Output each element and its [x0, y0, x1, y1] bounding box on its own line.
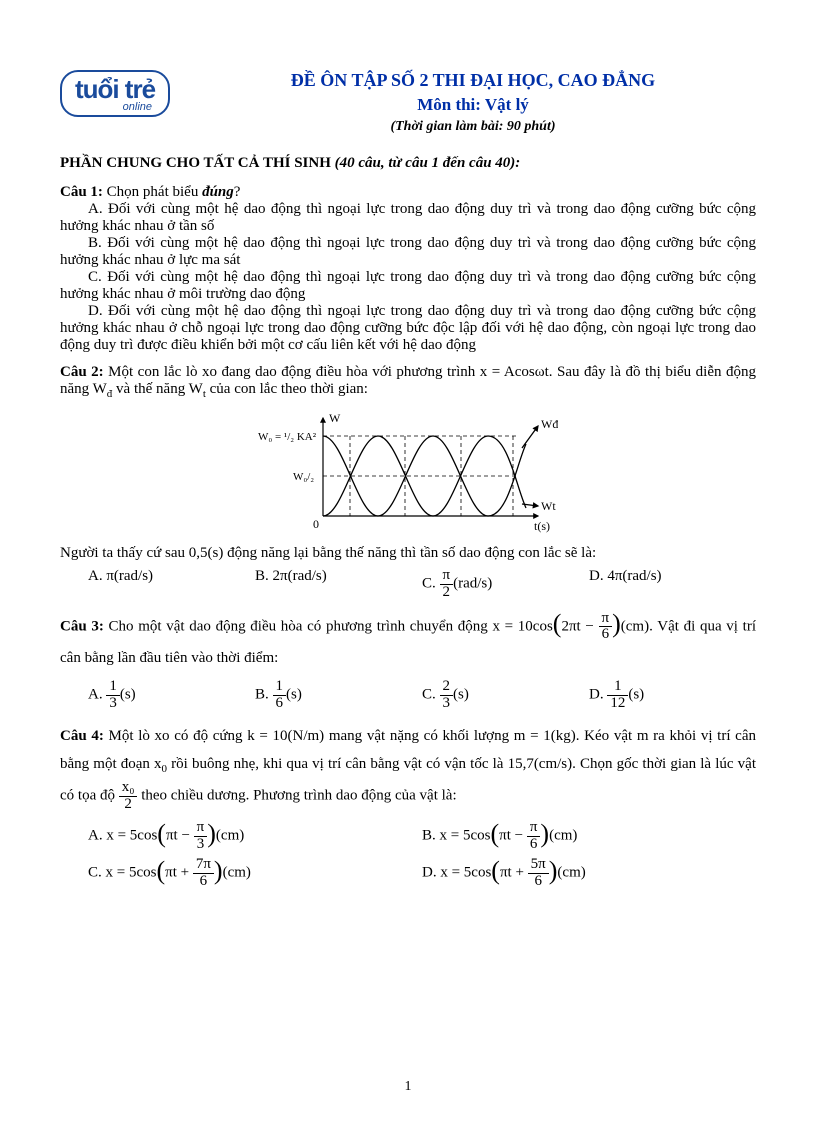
q2-c-frac: π2 — [440, 568, 454, 601]
q2-stem: Câu 2: Một con lắc lò xo đang dao động đ… — [60, 364, 756, 400]
chart-svg: W Wđ Wt t(s) 0 W₀ = ¹/₂ KA² W₀/₂ — [258, 406, 558, 536]
logo-main: tuổi trẻ — [72, 76, 158, 102]
duration: (Thời gian làm bài: 90 phút) — [190, 119, 756, 135]
subject: Môn thi: Vật lý — [190, 95, 756, 115]
q3-num: Câu 3: — [60, 618, 104, 634]
q3-opt-a: A. 13(s) — [88, 679, 255, 712]
main-title: ĐỀ ÔN TẬP SỐ 2 THI ĐẠI HỌC, CAO ĐẲNG — [190, 70, 756, 91]
q1-stem-text: Chọn phát biểu — [103, 184, 202, 200]
q4-opt-c: C. x = 5cos(πt + 7π6)(cm) — [88, 857, 422, 890]
q2-options: A. π(rad/s) B. 2π(rad/s) C. π2(rad/s) D.… — [88, 568, 756, 601]
page-number: 1 — [0, 1079, 816, 1095]
q4-num: Câu 4: — [60, 728, 104, 744]
question-1: Câu 1: Chọn phát biểu đúng? A. Đối với c… — [60, 184, 756, 354]
svg-text:W: W — [329, 411, 341, 425]
energy-chart: W Wđ Wt t(s) 0 W₀ = ¹/₂ KA² W₀/₂ — [60, 406, 756, 541]
section-heading: PHẦN CHUNG CHO TẤT CẢ THÍ SINH (40 câu, … — [60, 155, 756, 172]
q1-emph: đúng — [202, 184, 234, 200]
q1-opt-b: B. Đối với cùng một hệ dao động thì ngoạ… — [60, 235, 756, 269]
question-3: Câu 3: Cho một vật dao động điều hòa có … — [60, 611, 756, 712]
svg-text:W₀ = ¹/₂ KA²: W₀ = ¹/₂ KA² — [258, 431, 317, 443]
q2-opt-c: C. π2(rad/s) — [422, 568, 589, 601]
q4-stem-c: theo chiều dương. Phương trình dao động … — [137, 788, 456, 804]
q2-c-pre: C. — [422, 576, 440, 592]
svg-text:0: 0 — [313, 517, 319, 531]
q1-num: Câu 1: — [60, 184, 103, 200]
svg-text:W₀/₂: W₀/₂ — [293, 471, 314, 483]
q2-after: Người ta thấy cứ sau 0,5(s) động năng lạ… — [60, 545, 756, 562]
q4-stem: Câu 4: Một lò xo có độ cứng k = 10(N/m) … — [60, 722, 756, 813]
q3-opt-b: B. 16(s) — [255, 679, 422, 712]
question-2: Câu 2: Một con lắc lò xo đang dao động đ… — [60, 364, 756, 601]
logo: tuổi trẻ online — [60, 70, 170, 117]
q3-opt-c: C. 23(s) — [422, 679, 589, 712]
q1-opt-d: D. Đối với cùng một hệ dao động thì ngoạ… — [60, 303, 756, 354]
lparen-icon: ( — [553, 614, 562, 635]
q3-options: A. 13(s) B. 16(s) C. 23(s) D. 112(s) — [88, 679, 756, 712]
question-4: Câu 4: Một lò xo có độ cứng k = 10(N/m) … — [60, 722, 756, 890]
q1-stem: Câu 1: Chọn phát biểu đúng? — [60, 184, 756, 201]
section-label: PHẦN CHUNG CHO TẤT CẢ THÍ SINH — [60, 155, 331, 171]
q2-stem-c: của con lắc theo thời gian: — [206, 381, 368, 397]
q2-num: Câu 2: — [60, 364, 104, 380]
title-block: ĐỀ ÔN TẬP SỐ 2 THI ĐẠI HỌC, CAO ĐẲNG Môn… — [190, 70, 756, 135]
q4-frac: x₀2 — [119, 780, 138, 813]
q3-opt-d: D. 112(s) — [589, 679, 756, 712]
svg-text:t(s): t(s) — [534, 519, 550, 533]
q3-inner-a: 2πt − — [561, 618, 598, 634]
q3-stem: Câu 3: Cho một vật dao động điều hòa có … — [60, 611, 756, 674]
q2-opt-a: A. π(rad/s) — [88, 568, 255, 601]
q2-opt-b: B. 2π(rad/s) — [255, 568, 422, 601]
svg-text:Wt: Wt — [541, 499, 556, 513]
q4-opt-b: B. x = 5cos(πt − π6)(cm) — [422, 820, 756, 853]
q3-inner-frac: π6 — [599, 611, 613, 644]
q2-opt-d: D. 4π(rad/s) — [589, 568, 756, 601]
q1-opt-c: C. Đối với cùng một hệ dao động thì ngoạ… — [60, 269, 756, 303]
q1-qmark: ? — [234, 184, 241, 200]
q2-c-post: (rad/s) — [453, 576, 492, 592]
q4-row2: C. x = 5cos(πt + 7π6)(cm) D. x = 5cos(πt… — [88, 857, 756, 890]
header: tuổi trẻ online ĐỀ ÔN TẬP SỐ 2 THI ĐẠI H… — [60, 70, 756, 135]
section-range: (40 câu, từ câu 1 đến câu 40): — [335, 155, 521, 171]
q3-stem-a: Cho một vật dao động điều hòa có phương … — [104, 618, 553, 634]
q4-opt-a: A. x = 5cos(πt − π3)(cm) — [88, 820, 422, 853]
q4-row1: A. x = 5cos(πt − π3)(cm) B. x = 5cos(πt … — [88, 820, 756, 853]
q1-opt-a: A. Đối với cùng một hệ dao động thì ngoạ… — [60, 201, 756, 235]
q2-stem-b: và thế năng W — [112, 381, 203, 397]
rparen-icon: ) — [612, 614, 621, 635]
svg-text:Wđ: Wđ — [541, 417, 558, 431]
q4-opt-d: D. x = 5cos(πt + 5π6)(cm) — [422, 857, 756, 890]
